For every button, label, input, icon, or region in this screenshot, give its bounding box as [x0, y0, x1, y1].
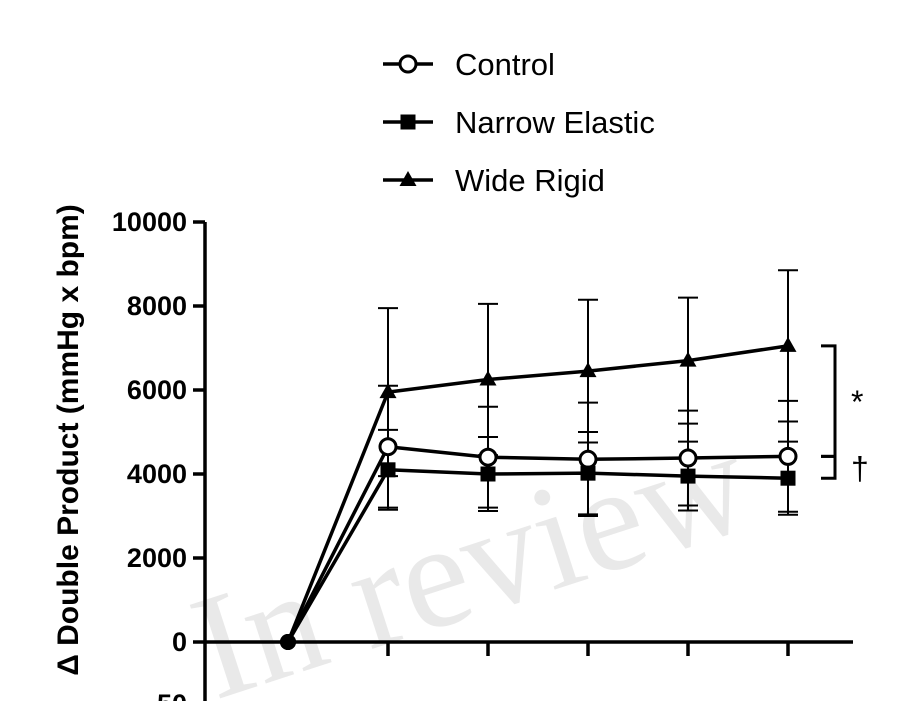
axes: 0 2000 4000 6000 8000 10000 -50 — [112, 207, 853, 701]
significance-label: * — [851, 384, 863, 420]
series-line-wide-rigid — [286, 344, 789, 643]
data-point — [780, 470, 796, 486]
data-point — [579, 362, 597, 378]
watermark: In review — [174, 397, 768, 701]
y-tick-label: 4000 — [127, 459, 187, 489]
y-axis-label: Δ Double Product (mmHg x bpm) — [52, 204, 85, 676]
data-point — [280, 634, 296, 650]
data-point — [378, 437, 398, 457]
legend-label: Control — [455, 47, 555, 82]
significance-bracket — [821, 344, 837, 458]
data-point — [680, 468, 696, 484]
y-tick-label: 0 — [172, 627, 187, 657]
data-point — [678, 448, 698, 468]
data-point — [578, 449, 598, 469]
data-point — [479, 370, 497, 386]
series-lines — [286, 344, 789, 643]
data-point — [580, 465, 596, 481]
data-point — [778, 446, 798, 466]
series-markers — [280, 336, 798, 650]
y-tick-label: -50 — [148, 689, 187, 701]
data-point — [779, 336, 797, 352]
legend-label: Narrow Elastic — [455, 105, 655, 140]
data-point — [679, 351, 697, 367]
significance-bracket — [821, 454, 837, 480]
data-point — [379, 383, 397, 399]
y-tick-label: 2000 — [127, 543, 187, 573]
data-point — [480, 466, 496, 482]
y-tick-label: 8000 — [127, 291, 187, 321]
legend-label: Wide Rigid — [455, 163, 605, 198]
significance-brackets: *† — [821, 344, 869, 486]
legend-marker — [400, 114, 416, 130]
series-line-control — [286, 444, 789, 643]
data-point — [380, 462, 396, 478]
legend: Control Narrow Elastic Wide Rigid — [383, 47, 655, 198]
y-tick-label: 6000 — [127, 375, 187, 405]
legend-marker — [399, 171, 417, 186]
series-line-narrow-elastic — [286, 468, 789, 643]
y-tick-label: 10000 — [112, 207, 187, 237]
significance-label: † — [851, 450, 869, 486]
data-point — [478, 447, 498, 467]
legend-marker — [398, 54, 418, 74]
